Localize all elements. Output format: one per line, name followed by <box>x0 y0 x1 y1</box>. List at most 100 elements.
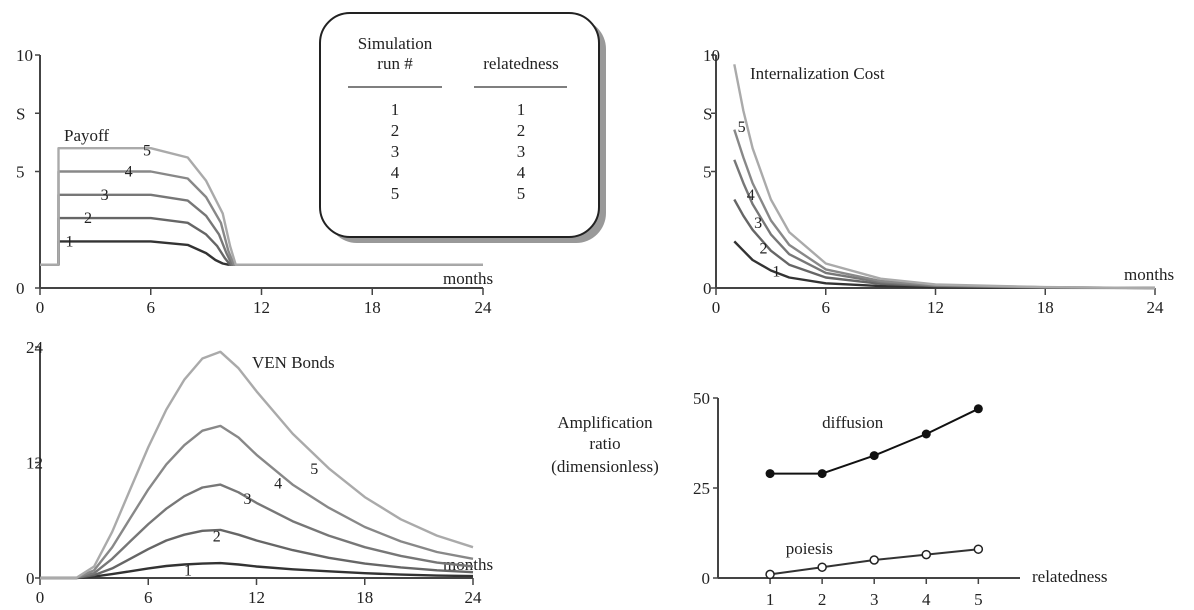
internalization-cost-chart: Internalization Cost months 0 6 12 18 2405S1… <box>703 46 1174 317</box>
ven-title: VEN Bonds <box>252 353 335 372</box>
x-tick-label: 18 <box>364 298 381 317</box>
x-tick-label: 5 <box>974 590 983 609</box>
curve-label: 3 <box>754 215 762 232</box>
x-tick-label: 24 <box>465 588 483 607</box>
curve-label: 1 <box>184 562 192 579</box>
point-poiesis <box>973 544 984 554</box>
x-tick-label: 6 <box>144 588 153 607</box>
amp-ylabel-line1: Amplification <box>557 413 653 432</box>
table-col1-header-line1: Simulation <box>358 34 433 53</box>
y-tick-label: 5 <box>703 163 712 182</box>
x-tick-label: 6 <box>147 298 156 317</box>
y-tick-label: 0 <box>702 569 711 588</box>
curve-label: 1 <box>66 233 74 250</box>
x-tick-label: 12 <box>927 298 944 317</box>
curve-label: 2 <box>84 210 92 227</box>
curve-label: 5 <box>143 143 151 160</box>
x-tick-label: 4 <box>922 590 931 609</box>
table-cell-relatedness: 3 <box>517 142 526 161</box>
series-internalization-4 <box>733 129 1156 290</box>
point-diffusion <box>973 404 983 414</box>
x-tick-label: 0 <box>36 298 45 317</box>
curve-label: 4 <box>747 187 755 204</box>
x-tick-label: 1 <box>766 590 775 609</box>
series-internalization-2 <box>733 198 1156 290</box>
curve-label: 5 <box>310 461 318 478</box>
curve-label: 2 <box>213 529 221 546</box>
x-tick-label: 0 <box>712 298 721 317</box>
amp-ylabel-line2: ratio <box>589 434 620 453</box>
x-tick-label: 24 <box>475 298 493 317</box>
series-ven-bonds-5 <box>40 350 474 580</box>
y-tick-label: 25 <box>693 479 710 498</box>
x-tick-label: 18 <box>356 588 373 607</box>
table-cell-run: 4 <box>391 163 400 182</box>
curve-label: 3 <box>243 491 251 508</box>
curve-label: 2 <box>760 240 768 257</box>
internalization-title: Internalization Cost <box>750 64 885 83</box>
amp-xlabel: relatedness <box>1032 567 1108 586</box>
curve-label: 4 <box>125 164 133 181</box>
series-ven-bonds-3 <box>40 483 474 580</box>
y-tick-label: 10 <box>16 46 33 65</box>
table-cell-run: 3 <box>391 142 400 161</box>
amplification-chart: Amplification ratio (dimensionless) rela… <box>551 389 1107 609</box>
table-box <box>319 12 600 238</box>
table-cell-relatedness: 2 <box>517 121 526 140</box>
x-tick-label: 18 <box>1037 298 1054 317</box>
x-tick-label: 2 <box>818 590 827 609</box>
point-diffusion <box>765 469 775 479</box>
curve-label: 3 <box>101 187 109 204</box>
x-tick-label: 12 <box>253 298 270 317</box>
point-diffusion <box>869 451 879 461</box>
y-tick-label: S <box>16 104 25 123</box>
simulation-table: Simulation run # relatedness 1 1 2 2 3 3 4 4 5 5 <box>319 12 606 243</box>
y-tick-label: 0 <box>16 279 25 298</box>
series-payoff-5 <box>40 146 483 266</box>
table-cell-run: 2 <box>391 121 400 140</box>
y-tick-label: 24 <box>26 338 44 357</box>
y-tick-label: 0 <box>26 569 35 588</box>
point-poiesis <box>817 562 827 572</box>
payoff-xlabel: months <box>443 269 493 288</box>
curve-label: 1 <box>772 264 780 281</box>
x-tick-label: 0 <box>36 588 45 607</box>
payoff-title: Payoff <box>64 126 109 145</box>
series-internalization-1 <box>733 240 1156 290</box>
series-ven-bonds-4 <box>40 424 474 580</box>
table-rows: 1 1 2 2 3 3 4 4 5 5 <box>391 100 526 203</box>
point-diffusion <box>817 469 827 479</box>
x-tick-label: 6 <box>822 298 831 317</box>
y-tick-label: 0 <box>703 279 712 298</box>
series-internalization-5 <box>733 64 1156 290</box>
curve-label: 4 <box>274 476 282 493</box>
series-ven-bonds-1 <box>40 561 474 580</box>
series-ven-bonds-2 <box>40 528 474 580</box>
curve-label: poiesis <box>786 539 833 558</box>
table-cell-relatedness: 1 <box>517 100 526 119</box>
ven-xlabel: months <box>443 555 493 574</box>
table-cell-relatedness: 5 <box>517 184 526 203</box>
curve-label: 5 <box>738 119 746 136</box>
y-tick-label: 5 <box>16 163 25 182</box>
point-poiesis <box>869 555 879 565</box>
table-col2-header: relatedness <box>483 54 559 73</box>
y-tick-label: 10 <box>703 46 720 65</box>
point-poiesis <box>765 569 775 580</box>
y-tick-label: 50 <box>693 389 710 408</box>
amp-ylabel-line3: (dimensionless) <box>551 457 659 476</box>
table-cell-run: 5 <box>391 184 400 203</box>
table-cell-relatedness: 4 <box>517 163 526 182</box>
point-poiesis <box>921 549 932 560</box>
y-tick-label: S <box>703 104 712 123</box>
point-diffusion <box>921 429 931 439</box>
x-tick-label: 24 <box>1147 298 1165 317</box>
table-cell-run: 1 <box>391 100 400 119</box>
curve-label: diffusion <box>822 413 884 432</box>
internalization-xlabel: months <box>1124 265 1174 284</box>
y-tick-label: 12 <box>26 454 43 473</box>
x-tick-label: 12 <box>248 588 265 607</box>
